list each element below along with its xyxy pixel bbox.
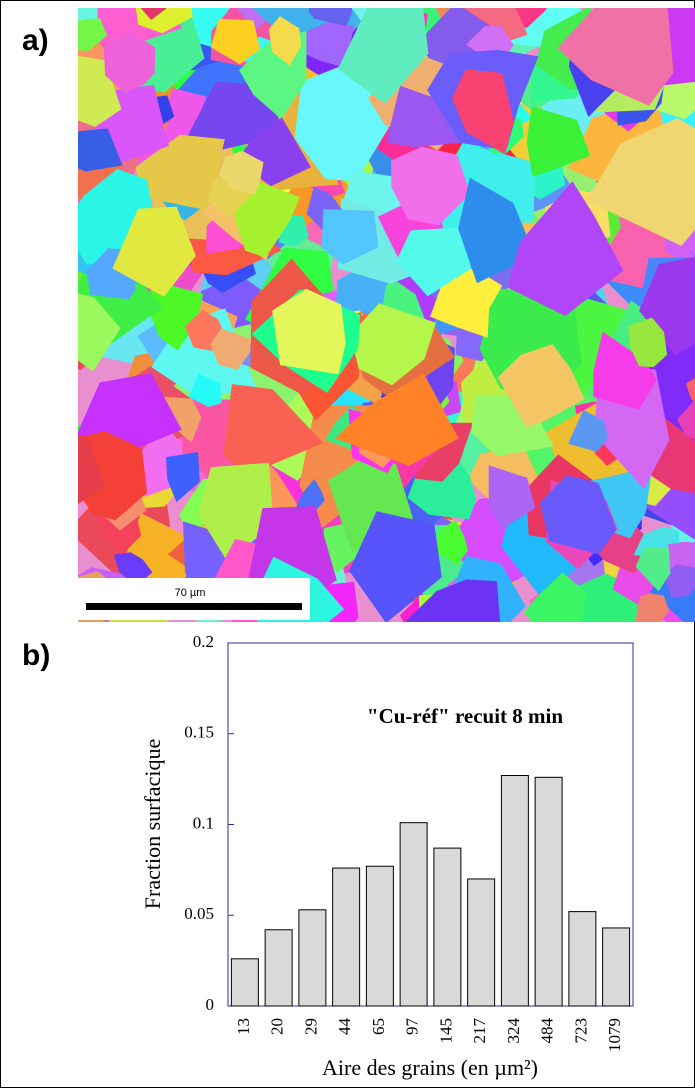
grain (163, 396, 202, 443)
annotation: "Cu-réf" recuit 8 min (367, 704, 563, 728)
grain (635, 547, 671, 592)
bar (298, 909, 327, 1007)
x-tick-label: 13 (234, 1018, 253, 1035)
grain (497, 344, 585, 427)
grain (321, 209, 379, 265)
grain (663, 564, 695, 599)
x-tick-label: 723 (571, 1018, 590, 1044)
grain (349, 511, 442, 622)
grain (452, 69, 514, 155)
grain (78, 55, 122, 127)
bar (399, 822, 428, 1007)
bar (230, 958, 259, 1007)
grain (391, 146, 470, 226)
grain (337, 8, 429, 104)
grain (78, 434, 105, 505)
grain (78, 430, 148, 521)
x-tick-label: 20 (268, 1018, 287, 1035)
bar (264, 929, 293, 1007)
y-axis-label: Fraction surfacique (140, 739, 165, 909)
grain (557, 8, 674, 106)
x-tick-label: 29 (301, 1018, 320, 1035)
grain (526, 106, 591, 177)
grain (677, 399, 695, 440)
grain (458, 177, 535, 284)
grain (218, 150, 264, 195)
x-tick-label: 44 (335, 1018, 354, 1036)
x-tick-label: 145 (436, 1018, 455, 1044)
grain (142, 282, 204, 351)
grain (350, 303, 436, 386)
grain (308, 8, 352, 26)
grain (435, 520, 468, 565)
bar (568, 911, 597, 1007)
y-tick-label: 0.05 (184, 904, 214, 923)
grain (686, 377, 695, 402)
grain (233, 180, 300, 258)
grain (539, 475, 617, 555)
grain (198, 462, 274, 563)
bar (365, 865, 394, 1007)
grain (78, 293, 121, 372)
grain (210, 328, 251, 370)
grain (406, 579, 501, 622)
y-tick-label: 0.15 (184, 723, 214, 742)
grain (335, 373, 459, 466)
grain (112, 206, 196, 297)
x-tick-label: 1079 (605, 1018, 624, 1052)
grain (294, 63, 395, 182)
scale-bar (86, 603, 302, 610)
grain (210, 18, 261, 65)
grain (304, 21, 354, 67)
grain (103, 31, 156, 94)
x-tick-label: 65 (369, 1018, 388, 1035)
x-axis-label: Aire des grains (en µm²) (322, 1055, 538, 1080)
y-tick-label: 0 (206, 995, 215, 1014)
bar (467, 878, 496, 1007)
bar (500, 774, 529, 1007)
scale-bar-label: 70 µm (175, 587, 206, 599)
x-tick-label: 324 (504, 1018, 523, 1044)
grain (523, 572, 587, 622)
bar (534, 776, 563, 1007)
scale-bar-box (78, 578, 310, 620)
grain (188, 373, 222, 407)
panel-label: b) (22, 639, 50, 672)
grain (386, 85, 464, 148)
x-tick-label: 217 (470, 1018, 489, 1044)
grain (586, 118, 695, 246)
grain (628, 317, 668, 368)
bar (602, 927, 631, 1007)
ebsd-map (78, 8, 695, 622)
bar (332, 867, 361, 1007)
grain (430, 268, 503, 338)
grain (135, 134, 225, 210)
grain (140, 8, 167, 20)
x-tick-label: 484 (538, 1018, 557, 1044)
grain (78, 128, 123, 172)
grain (396, 227, 472, 297)
panel-label: a) (22, 24, 49, 57)
grain (166, 451, 200, 503)
y-tick-label: 0.1 (193, 813, 214, 832)
bar (433, 847, 462, 1007)
grain (488, 465, 536, 529)
x-tick-label: 97 (403, 1018, 422, 1036)
grain (268, 16, 302, 66)
grain (593, 331, 657, 410)
grain (272, 288, 346, 375)
grain (568, 409, 608, 452)
grain (639, 256, 695, 356)
grain (223, 384, 324, 476)
grain (78, 18, 108, 52)
y-tick-label: 0.2 (193, 632, 214, 651)
grain (635, 593, 670, 622)
grain (507, 181, 624, 316)
